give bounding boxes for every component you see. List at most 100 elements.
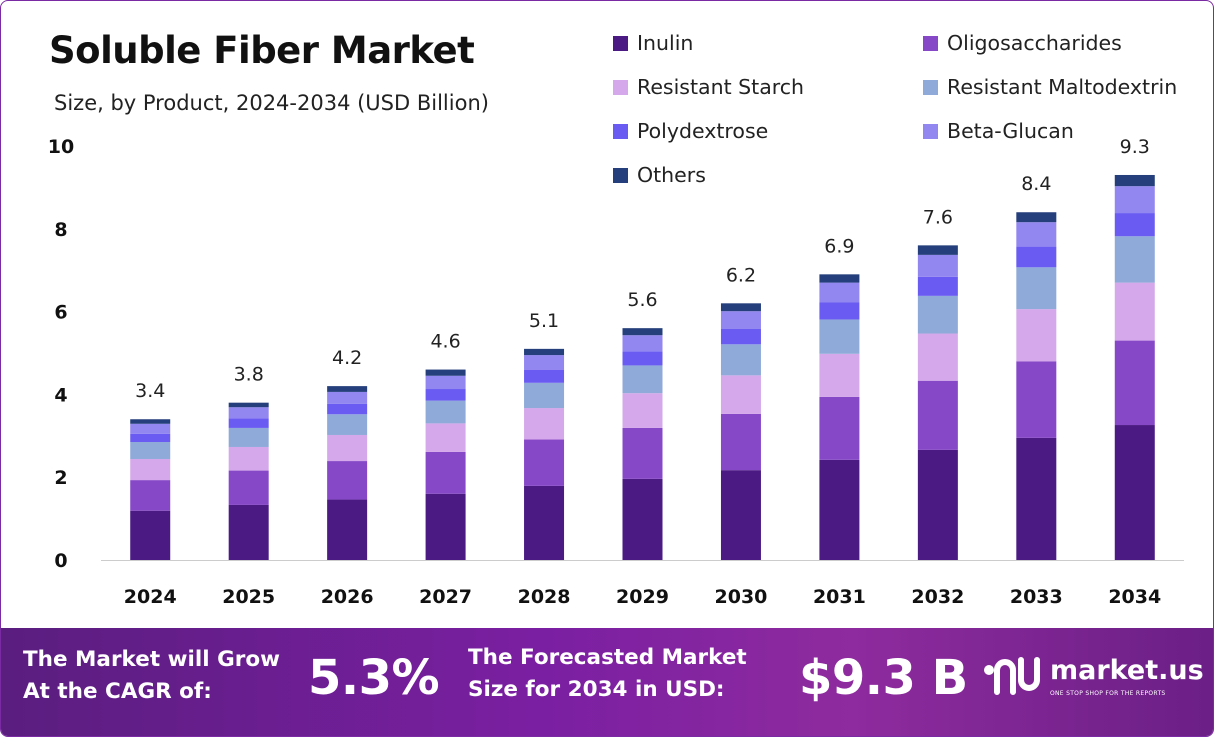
bar-segment-polydextrose	[917, 276, 958, 296]
legend-item-resistant-starch: Resistant Starch	[613, 75, 804, 99]
bar-segment-others	[228, 402, 269, 408]
x-tick-label: 2027	[419, 586, 472, 608]
total-data-label: 7.6	[923, 206, 953, 228]
bar-segment-resistant-maltodextrin	[524, 382, 565, 409]
bar-segment-beta-glucan	[1114, 186, 1155, 214]
bar-segment-beta-glucan	[327, 391, 368, 404]
bar-segment-resistant-starch	[819, 353, 860, 397]
legend-label: Beta-Glucan	[947, 119, 1074, 143]
legend-label: Polydextrose	[637, 119, 769, 143]
bar-segment-beta-glucan	[524, 355, 565, 370]
bar-segment-polydextrose	[524, 369, 565, 383]
bar-segment-inulin	[425, 493, 466, 560]
bar-segment-oligosaccharides	[1114, 340, 1155, 426]
bar-segment-inulin	[327, 499, 368, 560]
bar-segment-inulin	[1016, 437, 1057, 560]
bar-segment-polydextrose	[425, 389, 466, 401]
summary-banner: The Market will Grow At the CAGR of: 5.3…	[1, 628, 1213, 736]
legend-swatch-icon	[613, 167, 628, 183]
legend-label: Oligosaccharides	[947, 31, 1122, 55]
total-data-label: 4.6	[430, 331, 460, 353]
bar-segment-polydextrose	[1114, 213, 1155, 237]
bar-segment-oligosaccharides	[622, 427, 663, 479]
bar-segment-resistant-starch	[622, 393, 663, 428]
legend-item-others: Others	[613, 163, 706, 187]
bar-segment-resistant-starch	[425, 423, 466, 452]
bar-segment-resistant-starch	[327, 434, 368, 462]
bar-segment-others	[425, 369, 466, 376]
x-tick-label: 2034	[1108, 586, 1161, 608]
logo-tagline: ONE STOP SHOP FOR THE REPORTS	[1050, 690, 1166, 697]
bar-segment-resistant-starch	[1114, 282, 1155, 341]
total-data-label: 3.8	[234, 364, 264, 386]
legend-swatch-icon	[613, 35, 628, 51]
bar-segment-inulin	[524, 485, 565, 560]
bar-segment-oligosaccharides	[327, 461, 368, 500]
y-tick-label: 2	[54, 467, 67, 489]
bar-segment-resistant-maltodextrin	[425, 400, 466, 424]
bar-segment-others	[622, 328, 663, 336]
forecast-value: $9.3 B	[799, 650, 968, 706]
bar-segment-polydextrose	[228, 418, 269, 428]
logo-name: market.us	[1050, 655, 1204, 686]
legend-label: Inulin	[637, 31, 694, 55]
total-data-label: 6.2	[726, 264, 756, 286]
bar-segment-oligosaccharides	[917, 380, 958, 450]
forecast-text: The Forecasted Market Size for 2034 in U…	[468, 642, 747, 706]
bar-segment-inulin	[228, 504, 269, 560]
legend-item-resistant-maltodextrin: Resistant Maltodextrin	[923, 75, 1177, 99]
x-tick-label: 2025	[222, 586, 275, 608]
bar-segment-others	[720, 303, 761, 312]
y-tick-label: 0	[54, 550, 67, 572]
bar-segment-polydextrose	[327, 403, 368, 415]
legend-label: Others	[637, 163, 706, 187]
total-data-label: 8.4	[1021, 173, 1051, 195]
bar-segment-beta-glucan	[228, 407, 269, 419]
bar-segment-beta-glucan	[720, 311, 761, 329]
bar-segment-others	[327, 386, 368, 392]
bar-segment-beta-glucan	[1016, 222, 1057, 247]
bar-segment-resistant-starch	[720, 375, 761, 414]
bar-segment-others	[1016, 212, 1057, 223]
bar-segment-others	[819, 274, 860, 283]
forecast-text-line2: Size for 2034 in USD:	[468, 677, 725, 702]
bar-segment-beta-glucan	[917, 254, 958, 277]
legend-swatch-icon	[923, 35, 938, 51]
market-us-logo-icon	[984, 657, 1040, 695]
bar-segment-resistant-starch	[130, 458, 171, 481]
legend-item-inulin: Inulin	[613, 31, 693, 55]
bar-segment-resistant-starch	[917, 333, 958, 381]
bar-segment-resistant-maltodextrin	[819, 319, 860, 354]
total-data-label: 9.3	[1120, 136, 1150, 158]
legend-swatch-icon	[613, 79, 628, 95]
bar-segment-oligosaccharides	[720, 413, 761, 471]
bar-segment-beta-glucan	[425, 375, 466, 390]
bar-segment-beta-glucan	[622, 335, 663, 352]
bar-segment-polydextrose	[819, 302, 860, 320]
chart-title: Soluble Fiber Market	[49, 29, 475, 72]
bar-segment-resistant-starch	[1016, 309, 1057, 362]
y-tick-label: 4	[54, 384, 67, 406]
bar-segment-inulin	[130, 510, 171, 560]
bar-segment-beta-glucan	[130, 423, 171, 434]
x-tick-label: 2031	[813, 586, 866, 608]
total-data-label: 5.6	[627, 289, 657, 311]
x-tick-label: 2032	[911, 586, 964, 608]
cagr-text: The Market will Grow At the CAGR of:	[23, 644, 280, 708]
bar-segment-polydextrose	[720, 328, 761, 345]
x-tick-label: 2024	[124, 586, 177, 608]
bar-segment-others	[130, 419, 171, 424]
bar-segment-resistant-maltodextrin	[1016, 267, 1057, 310]
bar-segment-resistant-maltodextrin	[327, 414, 368, 435]
bar-segment-oligosaccharides	[425, 451, 466, 494]
y-tick-label: 6	[54, 302, 67, 324]
bar-segment-oligosaccharides	[130, 480, 171, 511]
bar-segment-inulin	[622, 478, 663, 560]
bar-segment-inulin	[720, 470, 761, 560]
bar-segment-polydextrose	[622, 351, 663, 366]
bar-segment-resistant-maltodextrin	[228, 427, 269, 447]
legend-item-beta-glucan: Beta-Glucan	[923, 119, 1074, 143]
cagr-text-line2: At the CAGR of:	[23, 679, 212, 704]
legend-label: Resistant Maltodextrin	[947, 75, 1178, 99]
